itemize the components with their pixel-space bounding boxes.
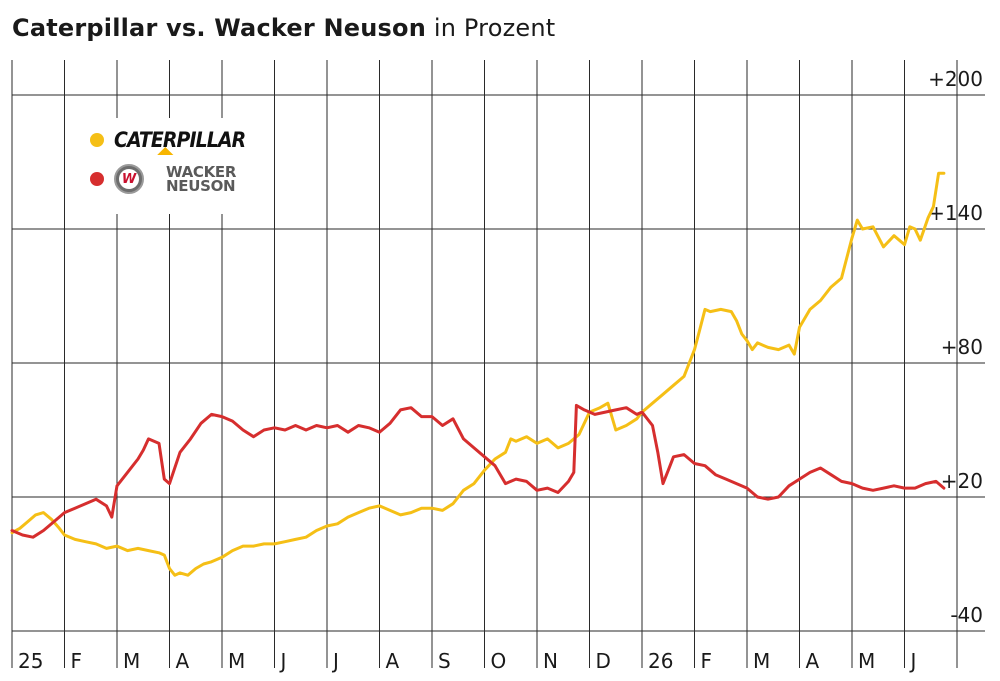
chart-legend: CATERPILLAR W WACKER NEUSON xyxy=(80,118,266,214)
caterpillar-logo: CATERPILLAR xyxy=(114,128,246,155)
caterpillar-logo-text: CATERPILLAR xyxy=(114,128,246,152)
wacker-neuson-logo: WACKER NEUSON xyxy=(166,163,237,195)
x-tick-label-8: S xyxy=(438,649,451,673)
x-tick-label-14: M xyxy=(753,649,770,673)
x-tick-label-15: A xyxy=(806,649,820,673)
wacker-neuson-logo-line1: WACKER xyxy=(166,163,237,181)
y-tick-label-3: +20 xyxy=(941,469,983,493)
x-tick-label-3: A xyxy=(176,649,190,673)
y-tick-label-1: +140 xyxy=(928,201,983,225)
chart-grid xyxy=(11,60,985,668)
wacker-neuson-legend-dot xyxy=(90,172,104,186)
legend-item-wacker-neuson: W WACKER NEUSON xyxy=(90,164,236,194)
x-tick-label-5: J xyxy=(279,649,287,673)
wacker-neuson-logo-line2: NEUSON xyxy=(166,177,236,195)
caterpillar-legend-dot xyxy=(90,133,104,147)
y-tick-label-4: -40 xyxy=(950,603,983,627)
chart-title-bold: Caterpillar vs. Wacker Neuson xyxy=(12,14,426,42)
x-tick-label-12: 26 xyxy=(648,649,673,673)
y-axis-ticks: +200 +140 +80 +20 -40 xyxy=(928,67,983,627)
x-tick-label-9: O xyxy=(491,649,507,673)
chart-title: Caterpillar vs. Wacker Neuson in Prozent xyxy=(12,14,555,42)
y-tick-label-2: +80 xyxy=(941,335,983,359)
y-tick-label-0: +200 xyxy=(928,67,983,91)
x-tick-label-17: J xyxy=(909,649,917,673)
chart-title-light: in Prozent xyxy=(433,14,556,42)
series-line-caterpillar xyxy=(10,171,946,577)
x-tick-label-6: J xyxy=(331,649,339,673)
wacker-neuson-badge-letter: W xyxy=(119,169,139,189)
x-tick-label-1: F xyxy=(71,649,83,673)
series-line-wacker-neuson xyxy=(10,403,946,539)
chart-series xyxy=(10,171,946,577)
x-tick-label-13: F xyxy=(701,649,713,673)
x-tick-label-4: M xyxy=(228,649,245,673)
wacker-neuson-badge-icon: W xyxy=(114,164,144,194)
x-tick-label-11: D xyxy=(596,649,611,673)
x-tick-label-7: A xyxy=(386,649,400,673)
caterpillar-logo-triangle-icon xyxy=(157,147,174,155)
x-axis-ticks: 25 F M A M J J A S O N D 26 F M A M J xyxy=(18,649,916,673)
x-tick-label-0: 25 xyxy=(18,649,43,673)
x-tick-label-16: M xyxy=(858,649,875,673)
legend-item-caterpillar: CATERPILLAR xyxy=(90,128,260,155)
x-tick-label-10: N xyxy=(543,649,558,673)
x-tick-label-2: M xyxy=(123,649,140,673)
